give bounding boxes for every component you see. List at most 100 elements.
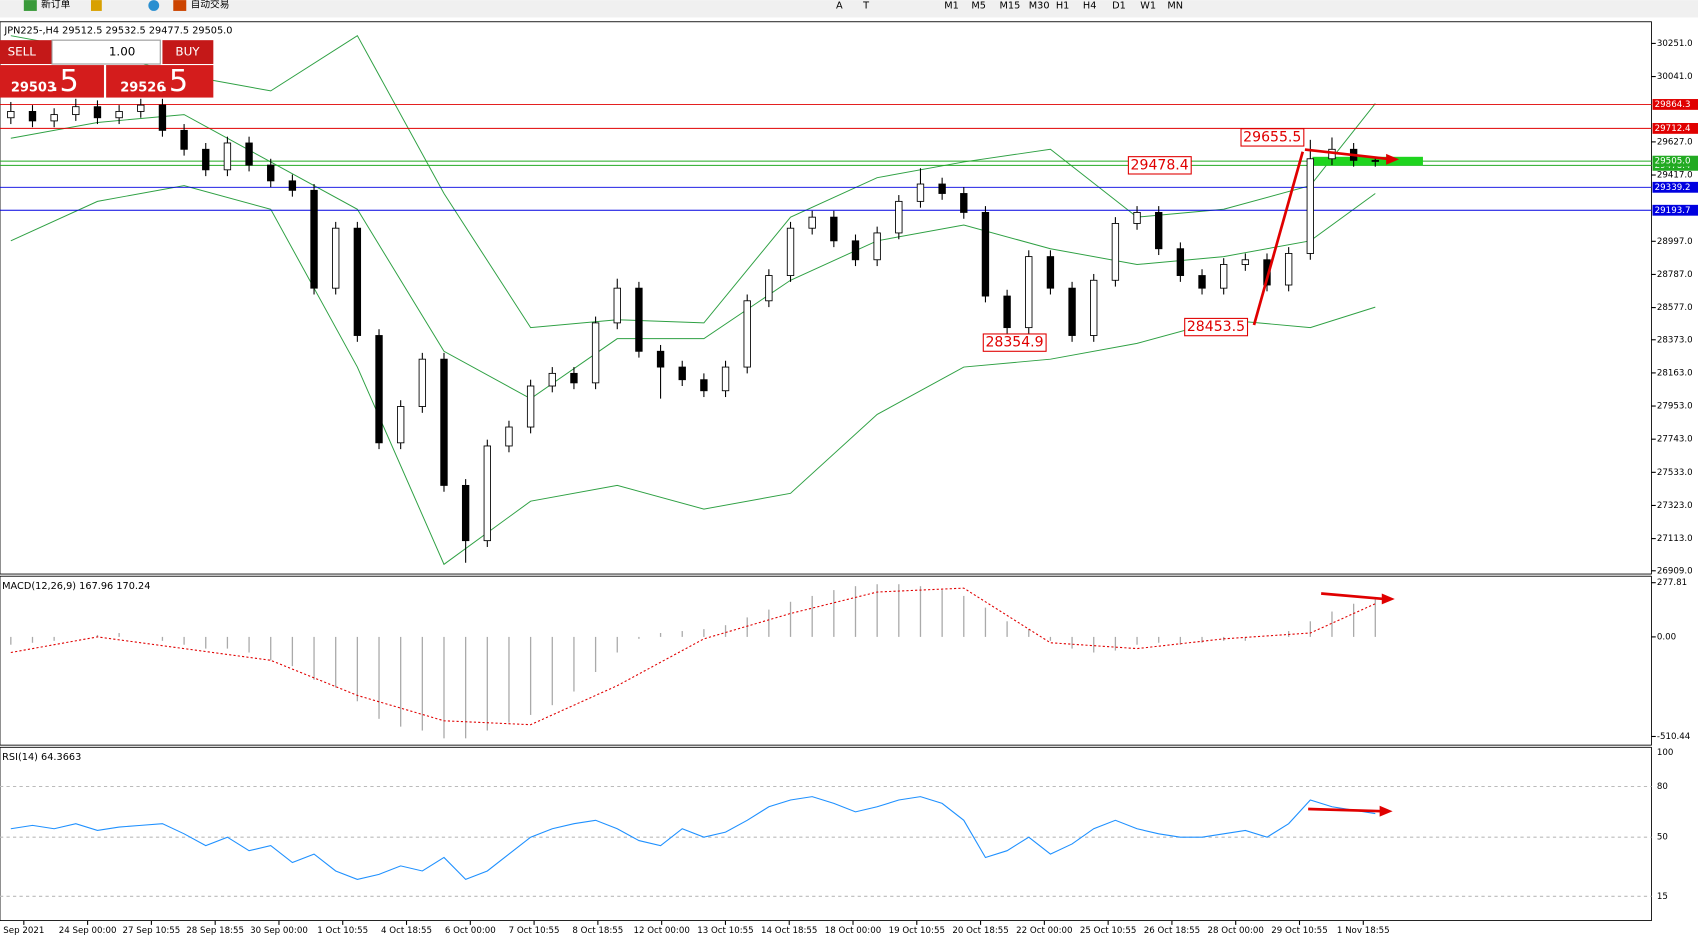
sell-label[interactable]: SELL [8, 45, 37, 59]
level-tag [1652, 99, 1698, 110]
candle-body [461, 484, 470, 542]
candle-body [1046, 256, 1055, 289]
plot: 30251.0 30041.0 29627.0 29417.0 28997.0 28787… [0, 34, 1698, 936]
bollinger-band [10, 185, 1376, 566]
x-tick-label: 20 Oct 18:55 [952, 926, 1008, 936]
bollinger-band [10, 34, 1376, 329]
arrow-head [1381, 593, 1395, 605]
x-tick-label: 24 Sep 00:00 [59, 926, 117, 936]
timeframe[interactable]: M5 [971, 1, 986, 12]
lots-input[interactable] [51, 39, 161, 65]
timeframe[interactable]: MN [1167, 1, 1183, 12]
x-tick-label: 1 Nov 18:55 [1337, 926, 1390, 936]
candle-body [1003, 295, 1011, 329]
sell-price-main[interactable]: 29503 [11, 80, 56, 95]
candle-body [526, 385, 535, 428]
annotation: 29478.4 [1131, 157, 1189, 173]
candle-body [375, 335, 383, 444]
buy-price-main[interactable]: 29526 [120, 80, 165, 95]
candle-body [1090, 279, 1098, 336]
candle-body [613, 287, 621, 324]
y-tick-label: 27113.0 [1657, 534, 1693, 544]
x-tick-label: 19 Oct 10:55 [889, 926, 945, 936]
x-tick-label: 1 Oct 10:55 [317, 926, 368, 936]
y-tick-label: 50 [1657, 833, 1668, 843]
arrow-head [1386, 153, 1400, 165]
candle-body [591, 322, 600, 384]
auto-trading[interactable]: 自动交易 [191, 0, 230, 10]
annotation: 28453.5 [1187, 319, 1245, 335]
candle-body [180, 129, 188, 150]
buy-label[interactable]: BUY [175, 45, 200, 59]
candle-body [765, 275, 773, 302]
candle-body [981, 211, 990, 297]
y-tick-label: 80 [1657, 782, 1668, 792]
y-tick-label: 29417.0 [1657, 171, 1693, 181]
trend-arrow [1304, 148, 1392, 161]
sell-price-frac[interactable]: .5 [50, 64, 79, 99]
candle-body [1306, 158, 1315, 254]
x-tick-label: 12 Oct 00:00 [633, 926, 689, 936]
icon [90, 0, 102, 11]
x-tick-label: 18 Oct 00:00 [825, 926, 881, 936]
x-tick-label: 26 Oct 18:55 [1144, 926, 1200, 936]
candle-body [678, 366, 686, 381]
y-tick-label: 30251.0 [1657, 39, 1693, 49]
tool-label[interactable]: T [862, 1, 869, 12]
level-label: 29864.3 [1655, 100, 1691, 110]
buy-price-frac[interactable]: .5 [159, 64, 188, 99]
bollinger-band [10, 114, 1376, 400]
candle-body [786, 227, 795, 276]
macd-signal [10, 587, 1376, 726]
sell-price[interactable] [0, 65, 104, 98]
sell-button[interactable] [0, 40, 52, 64]
candle-body [28, 110, 37, 122]
trend-arrow [1252, 151, 1305, 326]
x-tick-label: 28 Sep 18:55 [186, 926, 244, 936]
tool-text[interactable]: A [836, 1, 843, 12]
candle-body [505, 426, 513, 447]
icon [23, 0, 37, 11]
candle-body [396, 406, 405, 444]
candle-body [1263, 259, 1271, 286]
level-label: 29712.4 [1655, 124, 1691, 134]
candle-body [895, 200, 903, 234]
candle-body [808, 216, 816, 229]
annotation: 29655.5 [1243, 129, 1301, 145]
candle-body [1198, 275, 1206, 289]
candle-body [50, 114, 58, 122]
candle-body [830, 216, 838, 242]
new-order[interactable]: 新订单 [41, 0, 70, 10]
x-tick-label: 25 Oct 10:55 [1080, 926, 1136, 936]
candle-body [310, 189, 318, 289]
x-tick-label: 30 Sep 00:00 [250, 926, 308, 936]
rsi-line [10, 796, 1376, 881]
timeframe[interactable]: H1 [1056, 1, 1070, 12]
candle-body [1025, 256, 1033, 329]
candle-body [635, 287, 643, 352]
candle-body [1176, 248, 1185, 276]
timeframe[interactable]: M1 [944, 1, 959, 12]
y-tick-label: 30041.0 [1657, 72, 1693, 82]
candle-body [7, 110, 15, 119]
level-label: 29339.2 [1655, 183, 1691, 193]
buy-button[interactable] [162, 40, 214, 64]
candle-body [1241, 259, 1250, 265]
timeframe[interactable]: M15 [1000, 1, 1021, 12]
lots[interactable]: 1.00 [109, 45, 136, 59]
timeframe[interactable]: D1 [1112, 1, 1126, 12]
annotation-box [982, 333, 1047, 352]
candle-body [851, 240, 860, 261]
timeframe[interactable]: M30 [1029, 1, 1050, 12]
level-label: 29193.7 [1655, 206, 1691, 216]
timeframe[interactable]: W1 [1140, 1, 1156, 12]
y-tick-label: 28577.0 [1657, 303, 1693, 313]
timeframe[interactable]: H4 [1083, 1, 1097, 12]
annotation-box [1184, 317, 1249, 337]
buy-price[interactable] [106, 65, 214, 98]
candle-body [960, 193, 968, 213]
rsi-pane [0, 746, 1652, 922]
y-tick-label: 28373.0 [1657, 335, 1693, 345]
arrow-head [1379, 805, 1393, 817]
